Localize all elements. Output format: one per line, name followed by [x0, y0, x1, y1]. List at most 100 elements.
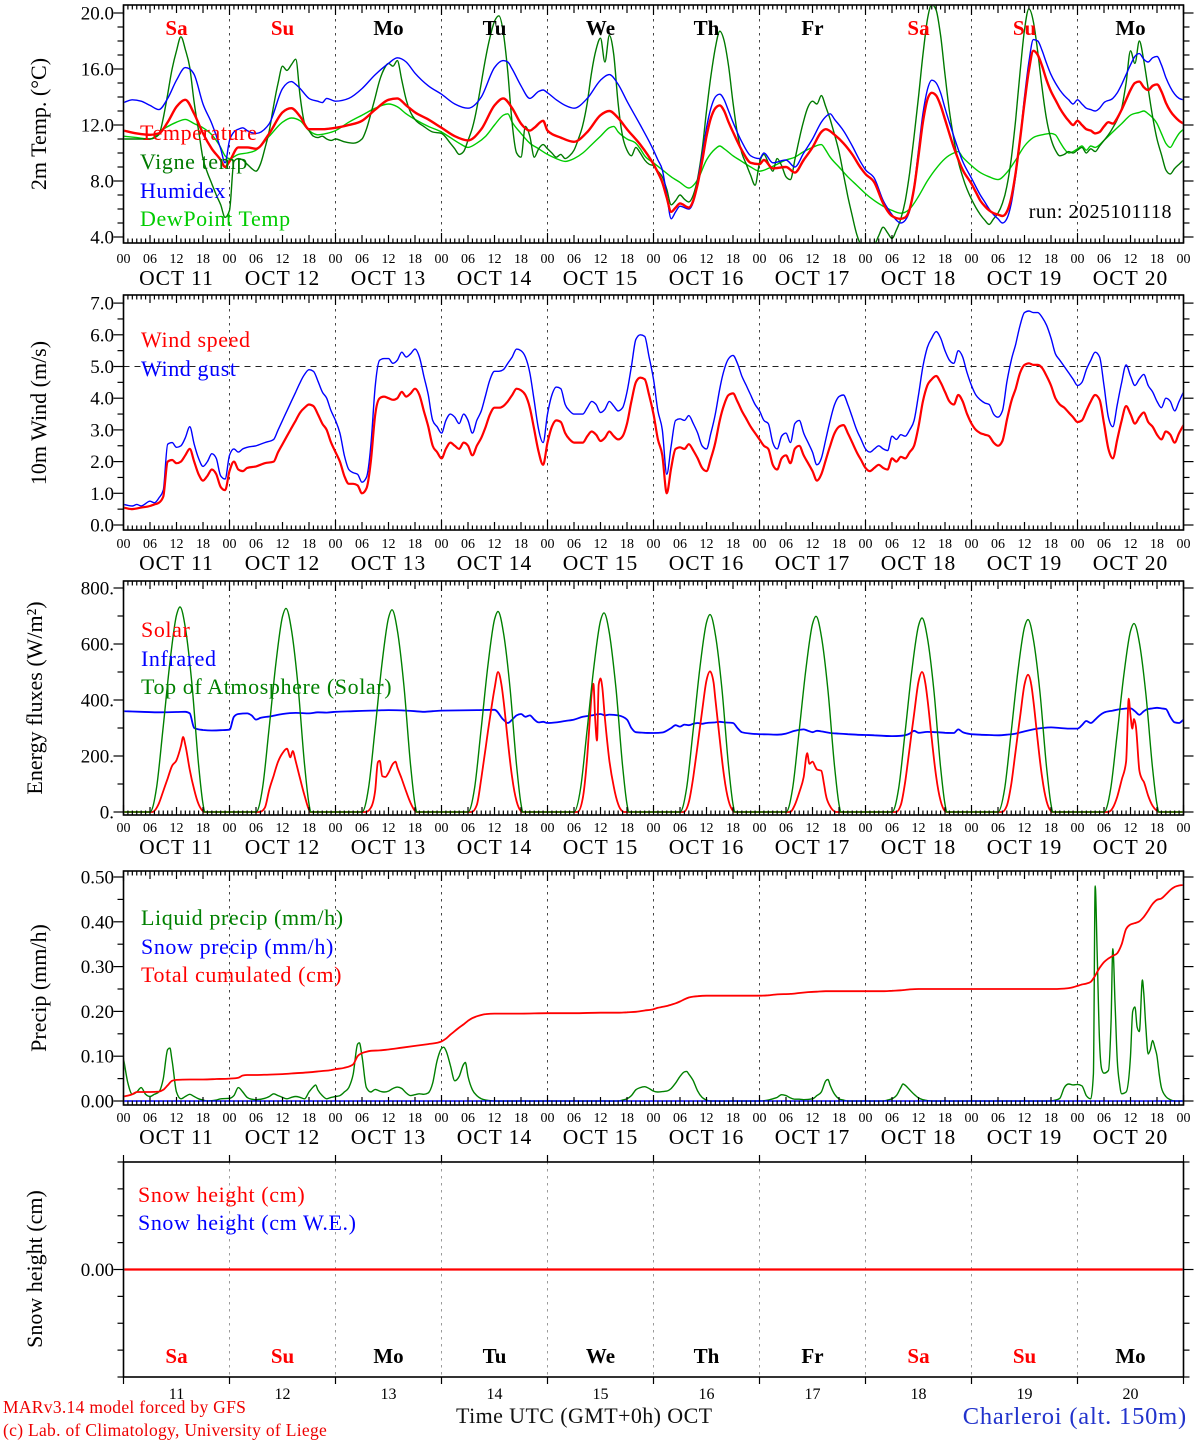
day-name-label: Su [1013, 1344, 1037, 1368]
legend-wind-speed: Wind speed [141, 327, 251, 352]
y-axis-label: 10m Wind (m/s) [26, 341, 51, 485]
hour-tick-label: 00 [965, 821, 979, 836]
hour-tick-label: 18 [408, 252, 422, 267]
day-name-label: Sa [907, 16, 930, 40]
y-tick-label: 0.20 [81, 1002, 114, 1023]
date-label: OCT 15 [563, 551, 639, 575]
hour-tick-label: 00 [1071, 537, 1085, 552]
hour-tick-label: 00 [753, 1111, 767, 1126]
hour-tick-label: 06 [1097, 537, 1111, 552]
y-axis-label: Energy fluxes (W/m²) [22, 601, 47, 794]
hour-tick-label: 18 [408, 821, 422, 836]
hour-tick-label: 00 [223, 1111, 237, 1126]
hour-tick-label: 06 [461, 1111, 475, 1126]
hour-tick-label: 12 [1124, 821, 1138, 836]
y-tick-label: 0.00 [81, 1260, 114, 1281]
hour-tick-label: 18 [832, 252, 846, 267]
hour-tick-label: 18 [514, 252, 528, 267]
y-axis-label: 2m Temp. (°C) [26, 58, 51, 190]
day-name-label: Th [694, 16, 720, 40]
date-label: OCT 11 [139, 1125, 214, 1149]
hour-tick-label: 00 [1177, 537, 1191, 552]
hour-tick-label: 06 [143, 252, 157, 267]
hour-tick-label: 12 [700, 537, 714, 552]
hour-tick-label: 06 [991, 537, 1005, 552]
hour-tick-label: 18 [514, 537, 528, 552]
hour-tick-label: 06 [461, 252, 475, 267]
day-name-label: Sa [165, 16, 188, 40]
legend-dewpoint-temp: DewPoint Temp [140, 206, 291, 231]
date-number-label: 18 [911, 1386, 927, 1403]
day-name-label: Su [1013, 16, 1037, 40]
series-infrared [124, 706, 1183, 737]
hour-tick-label: 12 [594, 252, 608, 267]
date-label: OCT 19 [987, 266, 1063, 290]
hour-tick-label: 18 [302, 537, 316, 552]
hour-tick-label: 06 [991, 1111, 1005, 1126]
hour-tick-label: 18 [726, 537, 740, 552]
hour-tick-label: 06 [249, 252, 263, 267]
hour-tick-label: 18 [1044, 1111, 1058, 1126]
series-vigne-temp [124, 5, 1183, 243]
hour-tick-label: 00 [1071, 821, 1085, 836]
hour-tick-label: 00 [435, 537, 449, 552]
hour-tick-label: 00 [647, 1111, 661, 1126]
date-label: OCT 18 [881, 835, 957, 859]
hour-tick-label: 18 [1150, 252, 1164, 267]
hour-tick-label: 00 [859, 1111, 873, 1126]
y-tick-label: 0.00 [81, 1092, 114, 1113]
hour-tick-label: 18 [196, 821, 210, 836]
date-label: OCT 20 [1093, 835, 1169, 859]
hour-tick-label: 00 [1177, 1111, 1191, 1126]
station-label: Charleroi (alt. 150m) [962, 1403, 1187, 1430]
hour-tick-label: 00 [1177, 252, 1191, 267]
hour-tick-label: 06 [885, 821, 899, 836]
y-tick-label: 600. [81, 635, 114, 656]
hour-tick-label: 18 [1150, 537, 1164, 552]
date-label: OCT 12 [245, 266, 321, 290]
hour-tick-label: 06 [355, 1111, 369, 1126]
day-name-label: Mo [1115, 1344, 1145, 1368]
date-label: OCT 12 [245, 1125, 321, 1149]
date-label: OCT 18 [881, 266, 957, 290]
date-label: OCT 13 [351, 266, 427, 290]
date-label: OCT 20 [1093, 1125, 1169, 1149]
date-number-label: 12 [275, 1386, 291, 1403]
hour-tick-label: 18 [620, 821, 634, 836]
y-tick-label: 0. [100, 803, 114, 824]
hour-tick-label: 12 [382, 821, 396, 836]
hour-tick-label: 06 [673, 821, 687, 836]
hour-tick-label: 06 [779, 821, 793, 836]
hour-tick-label: 12 [912, 821, 926, 836]
footer-lab-credit: (c) Lab. of Climatology, University of L… [3, 1420, 328, 1440]
hour-tick-label: 06 [461, 537, 475, 552]
hour-tick-label: 18 [514, 821, 528, 836]
hour-tick-label: 06 [991, 821, 1005, 836]
date-label: OCT 13 [351, 1125, 427, 1149]
panel-2: 0.0 1.0 2.0 3.0 4.0 5.0 6.0 7.0 10m Wind (m/s) 00… [26, 294, 1194, 575]
hour-tick-label: 12 [382, 252, 396, 267]
hour-tick-label: 06 [1097, 252, 1111, 267]
day-name-label: Mo [373, 1344, 403, 1368]
series-total-cumulated [124, 884, 1183, 1098]
date-label: OCT 11 [139, 266, 214, 290]
hour-tick-label: 00 [541, 537, 555, 552]
hour-tick-label: 06 [1097, 821, 1111, 836]
axis-ticks [113, 581, 1194, 815]
hour-tick-label: 12 [912, 1111, 926, 1126]
date-label: OCT 19 [987, 1125, 1063, 1149]
date-number-label: 16 [699, 1386, 715, 1403]
y-tick-label: 8.0 [90, 172, 114, 193]
hour-tick-label: 06 [249, 537, 263, 552]
hour-tick-label: 00 [541, 252, 555, 267]
hour-tick-label: 06 [567, 537, 581, 552]
y-tick-label: 0.30 [81, 957, 114, 978]
hour-tick-label: 12 [1124, 1111, 1138, 1126]
hour-tick-label: 18 [938, 252, 952, 267]
day-name-label: Th [694, 1344, 720, 1368]
hour-tick-label: 12 [276, 821, 290, 836]
hour-tick-label: 00 [329, 1111, 343, 1126]
hour-tick-label: 06 [779, 1111, 793, 1126]
date-number-label: 19 [1017, 1386, 1033, 1403]
